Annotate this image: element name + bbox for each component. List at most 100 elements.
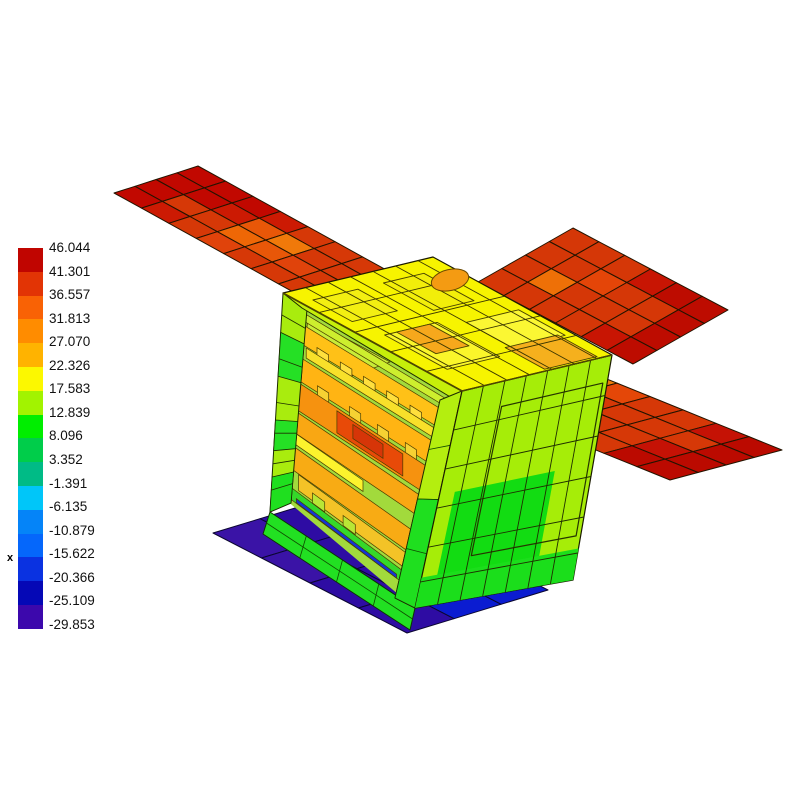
- right-side-inset-outline: [470, 382, 604, 557]
- legend-value: -20.366: [49, 569, 95, 585]
- floor-blue-edge: [295, 497, 397, 579]
- legend-band: [18, 319, 43, 344]
- legend-value: -6.135: [49, 499, 88, 515]
- top-face-mesh: [327, 281, 508, 381]
- top-face-mesh: [426, 334, 577, 372]
- bottom-sill-mesh: [266, 522, 413, 620]
- top-face-component: [382, 272, 475, 311]
- legend-band: [18, 438, 43, 463]
- bottom-sill-mesh: [266, 522, 413, 620]
- legend-band: [18, 581, 43, 605]
- left-pillar-green-cell: [277, 331, 305, 384]
- right-pillar-mesh: [417, 498, 439, 500]
- right-side-mesh: [504, 370, 549, 593]
- legend-band: [18, 366, 43, 391]
- top-antenna-dish: [430, 268, 470, 292]
- left-pillar-green-cell: [273, 419, 299, 452]
- left-pillar-mesh: [272, 459, 295, 465]
- top-face-mesh: [372, 271, 553, 370]
- left-pillar-mesh: [276, 402, 300, 407]
- right-pillar-mesh: [406, 548, 427, 555]
- deck-hottest: [352, 423, 384, 459]
- legend-band: [18, 390, 43, 415]
- deck-tabs: [312, 492, 326, 513]
- legend-band: [18, 604, 43, 629]
- solar-panel-left: [113, 165, 391, 300]
- deck-tabs: [342, 514, 356, 536]
- left-pillar-green-cell: [273, 419, 299, 452]
- legend-band: [18, 533, 43, 558]
- legend-band: [18, 557, 43, 582]
- top-face-component: [382, 272, 475, 311]
- legend-value: -25.109: [49, 593, 95, 609]
- top-face-mesh: [305, 287, 485, 386]
- left-pillar-green-cell: [269, 471, 295, 513]
- legend-band: [18, 509, 43, 534]
- legend-band: [18, 248, 43, 272]
- top-face-warm-patch: [396, 323, 470, 355]
- legend-value: 41.301: [49, 263, 91, 279]
- left-pillar-mesh: [278, 358, 303, 368]
- legend-value: 36.557: [49, 287, 91, 303]
- right-side-mesh: [420, 360, 606, 605]
- x-axis-marker: x: [7, 552, 14, 564]
- top-antenna-dish: [430, 268, 470, 292]
- mesh-cell: [606, 336, 658, 365]
- legend-value: 17.583: [49, 381, 91, 397]
- right-side-mesh: [437, 385, 484, 605]
- top-face-warm-patch: [504, 334, 598, 370]
- top-face-mesh: [350, 276, 530, 376]
- right-side-green-strip: [415, 548, 579, 608]
- right-side-mesh: [428, 516, 584, 548]
- top-face-mesh: [354, 295, 505, 333]
- right-side-mesh: [453, 395, 606, 431]
- right-side-mesh: [459, 380, 506, 601]
- top-face-component: [312, 288, 398, 323]
- top-face-mesh: [395, 265, 575, 365]
- right-pillar-mesh: [428, 444, 451, 450]
- temperature-legend: 46.044 41.301 36.557 31.813 27.070 22.32…: [0, 0, 130, 800]
- legend-value: -10.879: [49, 522, 95, 538]
- left-pillar-green-cell: [269, 471, 295, 513]
- legend-value: 22.326: [49, 357, 91, 373]
- lid-edge-shadow: [282, 292, 463, 392]
- right-side-mesh: [436, 476, 591, 509]
- floor-blue-edge: [295, 497, 397, 579]
- legend-value: 8.096: [49, 428, 83, 444]
- top-face-mesh: [390, 315, 541, 353]
- left-pillar-mesh: [271, 314, 306, 491]
- left-pillar-mesh: [281, 314, 306, 329]
- right-pillar-mesh: [406, 444, 451, 555]
- solar-panel-upper-right: [477, 227, 729, 365]
- deck-hottest: [352, 423, 384, 459]
- right-side-green-strip: [415, 548, 579, 608]
- right-side-mesh: [482, 375, 527, 597]
- right-side-mesh: [445, 435, 599, 470]
- lid-right-edge: [461, 354, 613, 392]
- legend-band: [18, 271, 43, 296]
- lid-right-edge: [461, 354, 613, 392]
- right-side-mesh: [527, 365, 570, 589]
- legend-value: 46.044: [49, 240, 91, 255]
- left-pillar-green-cell: [277, 331, 305, 384]
- legend-band: [18, 462, 43, 486]
- right-side-inset-outline: [470, 382, 604, 557]
- legend-value: -15.622: [49, 546, 95, 562]
- right-side-mesh: [549, 360, 592, 585]
- legend-value: -29.853: [49, 616, 95, 632]
- legend-colorbar: [18, 248, 43, 629]
- top-face-warm-patch: [396, 323, 470, 355]
- legend-band: [18, 343, 43, 367]
- right-side-mesh: [420, 552, 578, 583]
- legend-value: 12.839: [49, 404, 91, 420]
- legend-value: 27.070: [49, 334, 91, 350]
- legend-value: -1.391: [49, 475, 88, 491]
- legend-band: [18, 485, 43, 510]
- lid-edge-shadow: [282, 292, 463, 392]
- top-face-warm-patch: [504, 334, 598, 370]
- legend-value: 31.813: [49, 310, 91, 326]
- left-pillar-mesh: [271, 483, 293, 491]
- legend-value: 3.352: [49, 452, 83, 467]
